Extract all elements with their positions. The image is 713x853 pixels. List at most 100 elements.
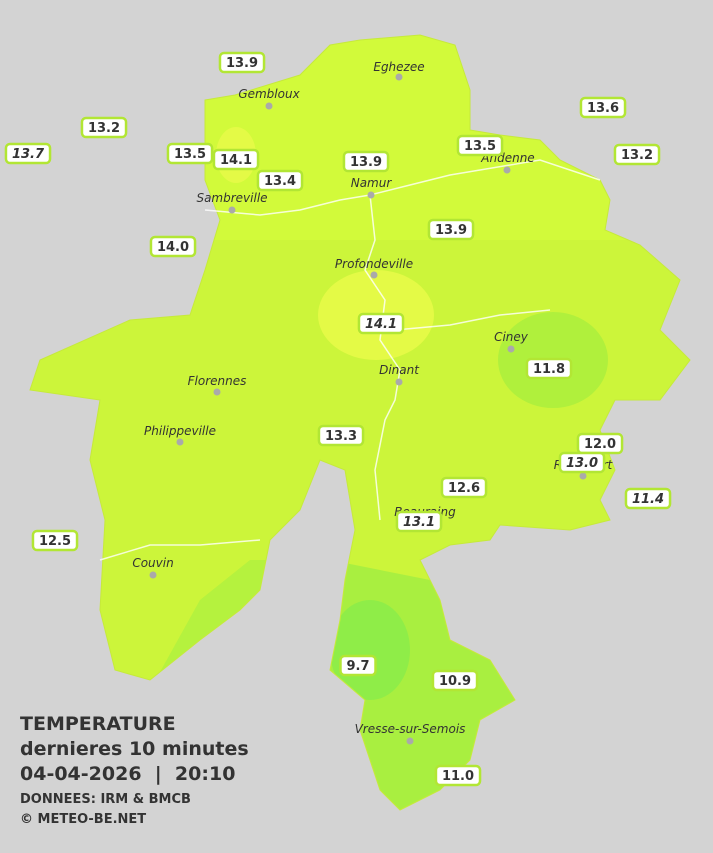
station-value: 12.5 bbox=[39, 534, 71, 549]
station-value: 12.0 bbox=[584, 437, 616, 452]
city-dot bbox=[503, 166, 511, 174]
station-label: 10.9 bbox=[431, 669, 479, 692]
city-dot bbox=[149, 571, 157, 579]
station-value: 13.7 bbox=[12, 147, 45, 162]
rivers bbox=[99, 159, 601, 561]
station-label: 13.9 bbox=[342, 150, 390, 173]
station-box bbox=[357, 312, 405, 335]
station-value: 13.2 bbox=[621, 148, 653, 163]
station-label: 13.2 bbox=[80, 116, 128, 139]
station-box bbox=[579, 96, 627, 119]
city-name: Dinant bbox=[379, 363, 420, 377]
station-label: 14.0 bbox=[149, 235, 197, 258]
station-box bbox=[149, 235, 197, 258]
station-box bbox=[339, 654, 377, 677]
station-box bbox=[431, 669, 479, 692]
station-value: 13.1 bbox=[403, 515, 435, 530]
station-label: 13.1 bbox=[395, 510, 443, 533]
station-value: 9.7 bbox=[346, 659, 369, 674]
station-value: 14.0 bbox=[157, 240, 189, 255]
station-value: 12.6 bbox=[448, 481, 480, 496]
city-dot bbox=[367, 191, 375, 199]
station-box bbox=[395, 510, 443, 533]
city-dot bbox=[579, 472, 587, 480]
station-label: 13.9 bbox=[218, 51, 266, 74]
station-box bbox=[434, 764, 482, 787]
station-value: 11.8 bbox=[533, 362, 565, 377]
station-value: 13.9 bbox=[435, 223, 467, 238]
station-value: 13.5 bbox=[464, 139, 496, 154]
station-value: 13.9 bbox=[226, 56, 258, 71]
station-label: 13.6 bbox=[579, 96, 627, 119]
station-label: 13.2 bbox=[613, 143, 661, 166]
city-dot bbox=[395, 73, 403, 81]
city-dot bbox=[213, 388, 221, 396]
city-name: Profondeville bbox=[335, 257, 413, 271]
station-box bbox=[613, 143, 661, 166]
city-dot bbox=[406, 737, 414, 745]
station-label: 13.5 bbox=[166, 142, 214, 165]
station-label: 11.4 bbox=[624, 487, 672, 510]
station-box bbox=[31, 529, 79, 552]
station-value: 13.4 bbox=[264, 174, 296, 189]
city-name: Gembloux bbox=[238, 87, 300, 101]
station-box bbox=[440, 476, 488, 499]
station-label: 9.7 bbox=[339, 654, 377, 677]
station-box bbox=[342, 150, 390, 173]
station-box bbox=[256, 169, 304, 192]
station-label: 13.0 bbox=[558, 451, 606, 474]
city-name: Florennes bbox=[188, 374, 247, 388]
city-dot bbox=[176, 438, 184, 446]
city-dot bbox=[507, 345, 515, 353]
station-label: 11.0 bbox=[434, 764, 482, 787]
city-name: Eghezee bbox=[373, 60, 424, 74]
station-box bbox=[166, 142, 214, 165]
city-dot bbox=[395, 378, 403, 386]
station-value: 14.1 bbox=[220, 153, 252, 168]
city-name: Couvin bbox=[132, 556, 173, 570]
station-box bbox=[218, 51, 266, 74]
city-name: Ciney bbox=[494, 330, 529, 344]
station-value: 13.5 bbox=[174, 147, 206, 162]
station-value: 13.6 bbox=[587, 101, 619, 116]
station-value: 11.0 bbox=[442, 769, 474, 784]
station-label: 13.9 bbox=[427, 218, 475, 241]
station-box bbox=[4, 142, 52, 165]
legend-copyright: © METEO-BE.NET bbox=[20, 812, 146, 827]
city-dot bbox=[228, 206, 236, 214]
station-label: 12.6 bbox=[440, 476, 488, 499]
station-value: 10.9 bbox=[439, 674, 471, 689]
station-value: 13.2 bbox=[88, 121, 120, 136]
station-box bbox=[427, 218, 475, 241]
legend-datetime: 04-04-2026 | 20:10 bbox=[20, 763, 235, 785]
city-name: Sambreville bbox=[196, 191, 267, 205]
station-box bbox=[80, 116, 128, 139]
station-value: 13.0 bbox=[566, 456, 598, 471]
station-label: 11.8 bbox=[525, 357, 573, 380]
station-label: 14.1 bbox=[357, 312, 405, 335]
station-label: 13.4 bbox=[256, 169, 304, 192]
station-label: 12.5 bbox=[31, 529, 79, 552]
station-box bbox=[525, 357, 573, 380]
station-value: 14.1 bbox=[365, 317, 397, 332]
city-name: Vresse-sur-Semois bbox=[355, 722, 466, 736]
station-label: 13.7 bbox=[4, 142, 52, 165]
station-label: 13.3 bbox=[317, 424, 365, 447]
station-value: 13.3 bbox=[325, 429, 357, 444]
station-box bbox=[558, 451, 606, 474]
legend-period: dernieres 10 minutes bbox=[20, 738, 249, 760]
city-dot bbox=[265, 102, 273, 110]
station-label: 12.0 bbox=[576, 432, 624, 455]
station-box bbox=[624, 487, 672, 510]
station-value: 13.9 bbox=[350, 155, 382, 170]
station-value: 11.4 bbox=[632, 492, 664, 507]
station-box bbox=[456, 134, 504, 157]
station-box bbox=[212, 148, 260, 171]
city-dot bbox=[370, 271, 378, 279]
station-label: 14.1 bbox=[212, 148, 260, 171]
station-label: 13.5 bbox=[456, 134, 504, 157]
legend-title: TEMPERATURE bbox=[20, 713, 176, 735]
city-name: Philippeville bbox=[144, 424, 216, 438]
station-box bbox=[317, 424, 365, 447]
